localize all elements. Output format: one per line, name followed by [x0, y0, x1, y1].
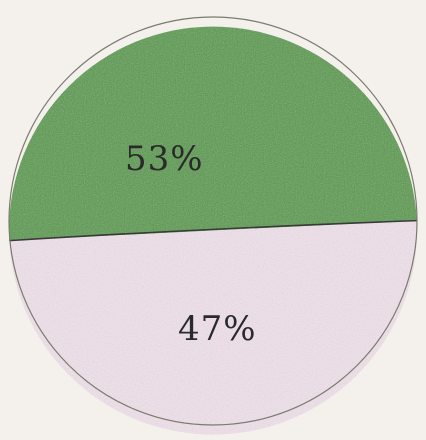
pie-slice-47: [9, 220, 418, 435]
pie-slice-53: [8, 26, 417, 241]
pie-slices: [8, 26, 418, 435]
slice-divider-line: [9, 219, 417, 242]
pie-outline: [8, 16, 418, 426]
slice-label-47: 47%: [178, 309, 257, 349]
slice-label-53: 53%: [125, 139, 204, 179]
